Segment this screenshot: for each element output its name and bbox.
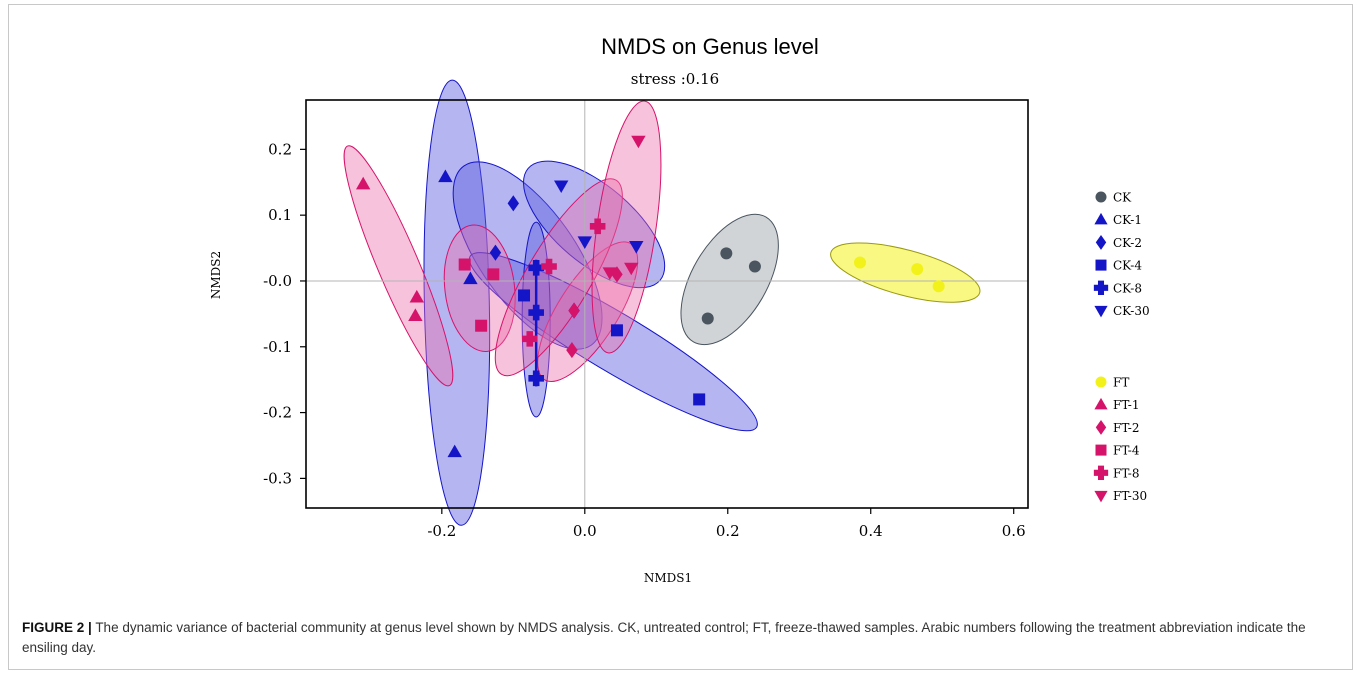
x-tick-label: 0.6 — [1002, 522, 1026, 540]
legend-label-ck-2: CK-2 — [1113, 236, 1142, 250]
point-ft-2 — [568, 302, 580, 319]
chart-title: NMDS on Genus level — [601, 34, 819, 59]
nmds-chart: NMDS on Genus level stress :0.16 -0.2 0.0… — [209, 34, 1150, 585]
legend-marker-ck-4 — [1095, 259, 1107, 271]
point-ft-1 — [408, 308, 423, 321]
reference-lines — [306, 100, 1028, 508]
point-ck-1 — [447, 444, 462, 458]
axis-ticks: -0.2 0.0 0.2 0.4 0.6 0.2 0.1 -0.0 -0.1 -0.2 -0.3 — [263, 140, 1026, 540]
x-tick-label: 0.4 — [859, 522, 883, 540]
point-ck-30 — [629, 240, 644, 254]
point-ft-4 — [475, 319, 488, 332]
legend-label-ft-1: FT-1 — [1113, 398, 1139, 412]
point-ft — [911, 263, 924, 276]
figure-frame — [8, 4, 1353, 670]
point-ft-1 — [355, 176, 371, 190]
legend-marker-ft-30 — [1094, 490, 1108, 503]
point-ck — [748, 260, 761, 273]
point-ft-1 — [409, 289, 425, 303]
point-ft-4 — [487, 268, 500, 281]
legend-label-ft-30: FT-30 — [1113, 489, 1147, 503]
y-tick-label: -0.3 — [263, 469, 292, 487]
y-tick-label: -0.2 — [263, 404, 292, 422]
ellipse-ft-1 — [343, 145, 454, 387]
point-ck-1 — [463, 271, 478, 285]
point-ft-30 — [624, 262, 639, 276]
data-points — [355, 135, 945, 458]
chart-subtitle: stress :0.16 — [631, 70, 719, 88]
x-tick-label: 0.2 — [716, 522, 740, 540]
confidence-ellipses — [343, 79, 981, 526]
y-tick-label: -0.0 — [263, 272, 292, 290]
legend-marker-ft-4 — [1095, 444, 1107, 456]
point-ck-2 — [489, 244, 502, 261]
legend-marker-ck — [1095, 191, 1107, 203]
point-ck-4 — [610, 324, 623, 337]
point-ft-8 — [589, 218, 606, 235]
legend-label-ft-4: FT-4 — [1113, 444, 1140, 458]
point-ck-8 — [528, 370, 544, 387]
ellipse-ft — [830, 242, 981, 303]
y-tick-label: 0.1 — [268, 206, 292, 224]
legend-label-ck-30: CK-30 — [1113, 304, 1150, 318]
y-tick-label: -0.1 — [263, 338, 292, 356]
legend-marker-ft-2 — [1095, 419, 1107, 435]
legend: CK CK-1 CK-2 CK-4 CK-8 CK-30 FT FT-1 FT-2 FT-4 FT-… — [1093, 191, 1150, 503]
figure-label: FIGURE 2 | — [22, 620, 92, 635]
legend-label-ck: CK — [1113, 191, 1132, 205]
point-ck-8 — [528, 260, 544, 276]
point-ft-4 — [458, 258, 471, 271]
y-tick-label: 0.2 — [268, 140, 292, 158]
x-tick-label: -0.2 — [427, 522, 456, 540]
point-ft-2 — [611, 266, 623, 283]
legend-label-ft: FT — [1113, 376, 1129, 390]
point-ft — [932, 280, 945, 293]
legend-label-ft-2: FT-2 — [1113, 421, 1139, 435]
point-ft — [854, 256, 867, 269]
legend-label-ck-8: CK-8 — [1113, 281, 1142, 295]
point-ck-1 — [438, 169, 453, 183]
caption-text: The dynamic variance of bacterial commun… — [22, 620, 1306, 655]
legend-marker-ft-1 — [1094, 397, 1108, 410]
legend-label-ft-8: FT-8 — [1113, 466, 1139, 480]
point-ck-30 — [554, 180, 569, 194]
y-axis-label: NMDS2 — [209, 251, 223, 299]
point-ck — [720, 247, 733, 260]
plot-area — [305, 99, 1029, 509]
point-ck — [701, 312, 714, 325]
point-ck-8 — [528, 304, 544, 321]
point-ft-30 — [631, 135, 646, 149]
ellipse-ck — [680, 213, 779, 346]
point-ck-4 — [693, 393, 706, 406]
point-ck-2 — [507, 195, 520, 212]
point-ck-30 — [577, 236, 592, 249]
point-ft-30 — [602, 267, 618, 280]
ellipse-ck-2 — [452, 161, 603, 350]
point-ck-4 — [518, 289, 531, 302]
ellipse-ck-4 — [468, 252, 758, 432]
legend-marker-ck-30 — [1094, 305, 1108, 318]
legend-marker-ck-8 — [1093, 280, 1109, 295]
legend-marker-ft — [1095, 376, 1107, 388]
legend-marker-ck-1 — [1094, 212, 1108, 225]
legend-label-ck-1: CK-1 — [1113, 213, 1142, 227]
legend-marker-ft-8 — [1093, 465, 1109, 480]
point-ft-8 — [521, 331, 538, 347]
legend-marker-ck-2 — [1095, 234, 1107, 250]
x-axis-label: NMDS1 — [644, 571, 692, 585]
x-tick-label: 0.0 — [573, 522, 597, 540]
ellipse-ck-1 — [423, 79, 491, 526]
legend-label-ck-4: CK-4 — [1113, 259, 1142, 273]
point-ft-8 — [541, 258, 557, 275]
point-ft-2 — [566, 341, 578, 359]
figure-caption: FIGURE 2 | The dynamic variance of bacte… — [22, 618, 1332, 658]
